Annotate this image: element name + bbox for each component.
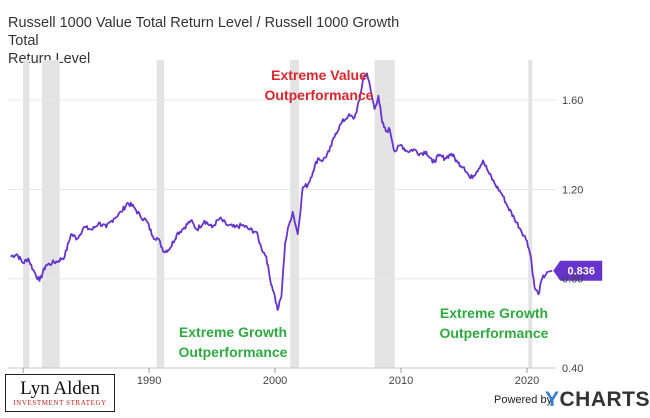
recession-band-2 xyxy=(42,60,60,368)
annotation-3-line-1: Extreme Growth xyxy=(440,305,548,321)
x-tick-label: 2020 xyxy=(515,375,539,387)
ycharts-logo-y: Y xyxy=(545,388,560,411)
last-value-label: 0.836 xyxy=(567,266,595,278)
ycharts-logo[interactable]: YCHARTS xyxy=(545,388,650,412)
x-tick-label: 2000 xyxy=(263,375,287,387)
y-tick-label: 1.60 xyxy=(562,95,583,107)
recession-band-6 xyxy=(528,60,533,368)
recession-band-3 xyxy=(156,60,165,368)
annotations: Extreme Value Outperformance Extreme Growt… xyxy=(179,67,549,360)
chart-title-line-1: Russell 1000 Value Total Return Level / … xyxy=(8,15,400,49)
logo-name: Lyn Alden xyxy=(20,378,100,399)
annotation-2-line-2: Outperformance xyxy=(179,344,288,360)
series-line-1 xyxy=(10,72,553,311)
y-tick-label: 0.80 xyxy=(562,274,583,286)
annotation-1-line-1: Extreme Value xyxy=(271,67,367,83)
last-value-badge: 0.836 xyxy=(553,260,603,281)
recession-band-5 xyxy=(374,60,395,368)
powered-by-label: Powered by xyxy=(494,394,553,406)
recession-bands xyxy=(23,60,533,368)
annotation-1-line-2: Outperformance xyxy=(265,87,374,103)
ycharts-logo-text: CHARTS xyxy=(559,388,650,411)
last-value-badge-shape xyxy=(553,260,603,281)
x-tick-label: 2010 xyxy=(389,375,413,387)
recession-band-1 xyxy=(23,60,30,368)
recession-band-4 xyxy=(290,60,300,368)
y-tick-label: 0.40 xyxy=(562,363,583,375)
lyn-alden-logo: Lyn Alden INVESTMENT STRATEGY xyxy=(5,374,115,412)
series-layer: 0.836 xyxy=(10,72,603,311)
annotation-2-line-1: Extreme Growth xyxy=(179,324,287,340)
y-tick-label: 1.20 xyxy=(562,184,583,196)
x-tick-label: 1990 xyxy=(137,375,161,387)
logo-tagline: INVESTMENT STRATEGY xyxy=(13,399,107,407)
annotation-3-line-2: Outperformance xyxy=(440,325,549,341)
